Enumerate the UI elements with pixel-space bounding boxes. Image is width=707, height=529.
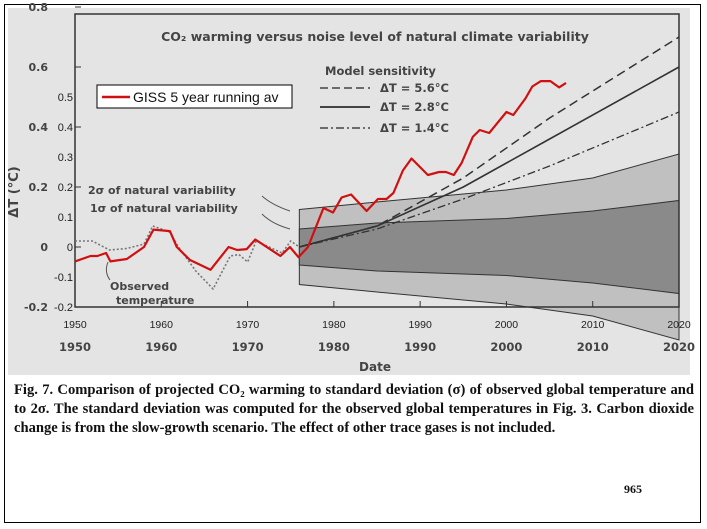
scan-x-tick-label: 1970: [232, 340, 264, 354]
overlay-y-tick-label: -0.2: [54, 302, 73, 314]
scan-x-tick-label: 1950: [59, 340, 91, 354]
scan-x-tick-label: 1960: [145, 340, 177, 354]
legend-label-2-8: ΔT = 2.8°C: [380, 100, 449, 114]
two-sigma-label: 2σ of natural variability: [88, 184, 236, 197]
scan-y-tick-label: 0.4: [29, 121, 49, 134]
legend-label-1-4: ΔT = 1.4°C: [380, 121, 449, 135]
scan-x-tick-label: 1990: [404, 340, 436, 354]
figure-caption: Fig. 7. Comparison of projected CO₂ warm…: [14, 382, 694, 436]
x-axis-label: Date: [359, 360, 391, 374]
model-2-8-line: [299, 66, 680, 248]
observed-arrow: [105, 261, 111, 281]
page-number: 965: [624, 482, 642, 496]
y-axis-label: ΔT (°C): [7, 166, 22, 217]
scan-x-tick-label: 2010: [577, 340, 609, 354]
overlay-x-tick-label: 1960: [150, 319, 174, 331]
scan-y-tick-label: 0.2: [29, 181, 49, 194]
legend-label-giss: GISS 5 year running av: [133, 89, 279, 105]
overlay-x-tick-label: 2020: [667, 319, 691, 331]
one-sigma-arrow: [261, 213, 291, 230]
annotations: 2σ of natural variability 1σ of natural …: [88, 184, 291, 307]
scan-x-tick-label: 1980: [318, 340, 350, 354]
overlay-legend: GISS 5 year running av: [96, 84, 293, 109]
overlay-x-tick-label: 1990: [408, 319, 432, 331]
model-1-4-line: [299, 111, 680, 248]
two-sigma-arrow: [261, 195, 291, 212]
giss-line: [74, 80, 567, 271]
overlay-x-tick-label: 2010: [581, 319, 605, 331]
scan-y-tick-label: 0: [40, 241, 48, 254]
observed-temperature-line: [75, 225, 300, 290]
overlay-x-tick-label: 2000: [495, 319, 519, 331]
figure-frame: [4, 4, 701, 523]
overlay-y-tick-label: 0: [67, 242, 73, 254]
legend-label-5-6: ΔT = 5.6°C: [380, 81, 449, 95]
overlay-y-tick-label: 0.1: [58, 212, 73, 224]
overlay-x-tick-label: 1970: [236, 319, 260, 331]
observed-label-2: temperature: [116, 294, 194, 307]
overlay-y-tick-label: -0.1: [54, 272, 73, 284]
chart-title: CO₂ warming versus noise level of natura…: [161, 29, 589, 44]
overlay-y-tick-label: 0.4: [58, 122, 73, 134]
overlay-x-tick-label: 1980: [322, 319, 346, 331]
model-legend: Model sensitivity ΔT = 5.6°C ΔT = 2.8°C …: [320, 64, 449, 135]
scan-y-tick-label: -0.2: [24, 301, 48, 314]
overlay-y-tick-label: 0.2: [58, 182, 73, 194]
scan-x-tick-label: 2020: [663, 340, 695, 354]
one-sigma-label: 1σ of natural variability: [90, 202, 238, 215]
observed-label-1: Observed: [110, 280, 169, 293]
plot-frame: [74, 13, 680, 308]
scan-y-tick-label: 0.8: [29, 1, 49, 14]
overlay-y-tick-label: 0.5: [58, 92, 73, 104]
scan-x-tick-label: 2000: [490, 340, 522, 354]
overlay-x-tick-label: 1950: [63, 319, 87, 331]
model-legend-title: Model sensitivity: [325, 64, 436, 78]
scan-y-tick-label: 0.6: [29, 61, 49, 74]
overlay-y-tick-label: 0.3: [58, 152, 73, 164]
